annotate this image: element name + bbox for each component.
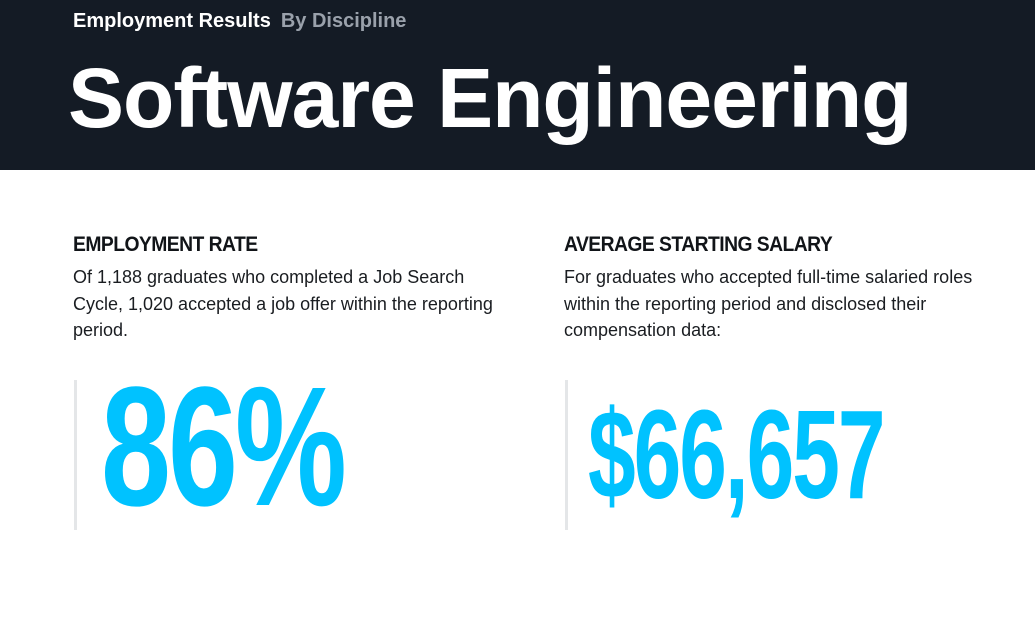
page-title: Software Engineering <box>68 51 912 145</box>
starting-salary-heading: AVERAGE STARTING SALARY <box>564 233 833 256</box>
employment-rate-description: Of 1,188 graduates who completed a Job S… <box>73 267 493 340</box>
employment-rate-value: 86% <box>101 352 347 542</box>
employment-rate-heading: EMPLOYMENT RATE <box>73 233 258 256</box>
starting-salary-value: $66,657 <box>588 384 885 525</box>
starting-salary-section: AVERAGE STARTING SALARY For graduates wh… <box>564 232 1014 344</box>
employment-rate-divider <box>74 380 77 530</box>
eyebrow: Employment Results By Discipline <box>73 9 406 33</box>
starting-salary-divider <box>565 380 568 530</box>
starting-salary-description: For graduates who accepted full-time sal… <box>564 267 973 340</box>
eyebrow-secondary: By Discipline <box>280 10 407 32</box>
eyebrow-primary: Employment Results <box>73 10 271 32</box>
employment-rate-section: EMPLOYMENT RATE Of 1,188 graduates who c… <box>73 232 513 344</box>
page-header: Employment Results By Discipline Software… <box>0 0 1035 170</box>
